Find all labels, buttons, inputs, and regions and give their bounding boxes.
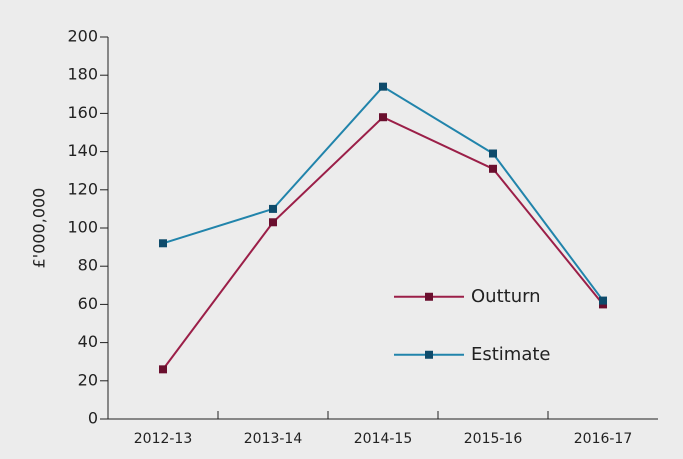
y-tick-label: 80 [78,256,98,275]
y-tick-label: 40 [78,332,98,351]
legend-label: Outturn [471,286,541,307]
y-tick-label: 60 [78,294,98,313]
x-tick-label: 2012-13 [134,431,193,447]
legend-marker [425,350,433,359]
marker [159,239,167,248]
marker [489,164,497,173]
y-tick-label: 0 [88,409,98,428]
x-tick-label: 2014-15 [354,431,413,447]
y-axis-label: £'000,000 [30,188,49,269]
y-tick-label: 180 [67,65,98,84]
marker [269,218,277,227]
marker [379,113,387,122]
x-tick-label: 2013-14 [244,431,303,447]
y-tick-label: 100 [67,218,98,237]
marker [269,204,277,213]
legend-label: Estimate [471,344,551,365]
marker [159,365,167,374]
y-tick-label: 120 [67,179,98,198]
legend-marker [425,292,433,301]
marker [599,296,607,305]
y-tick-label: 160 [67,103,98,122]
x-tick-label: 2015-16 [464,431,523,447]
y-tick-label: 200 [67,27,98,46]
marker [489,149,497,158]
y-tick-label: 20 [78,370,98,389]
y-tick-label: 140 [67,141,98,160]
marker [379,82,387,91]
x-tick-label: 2016-17 [574,431,633,447]
